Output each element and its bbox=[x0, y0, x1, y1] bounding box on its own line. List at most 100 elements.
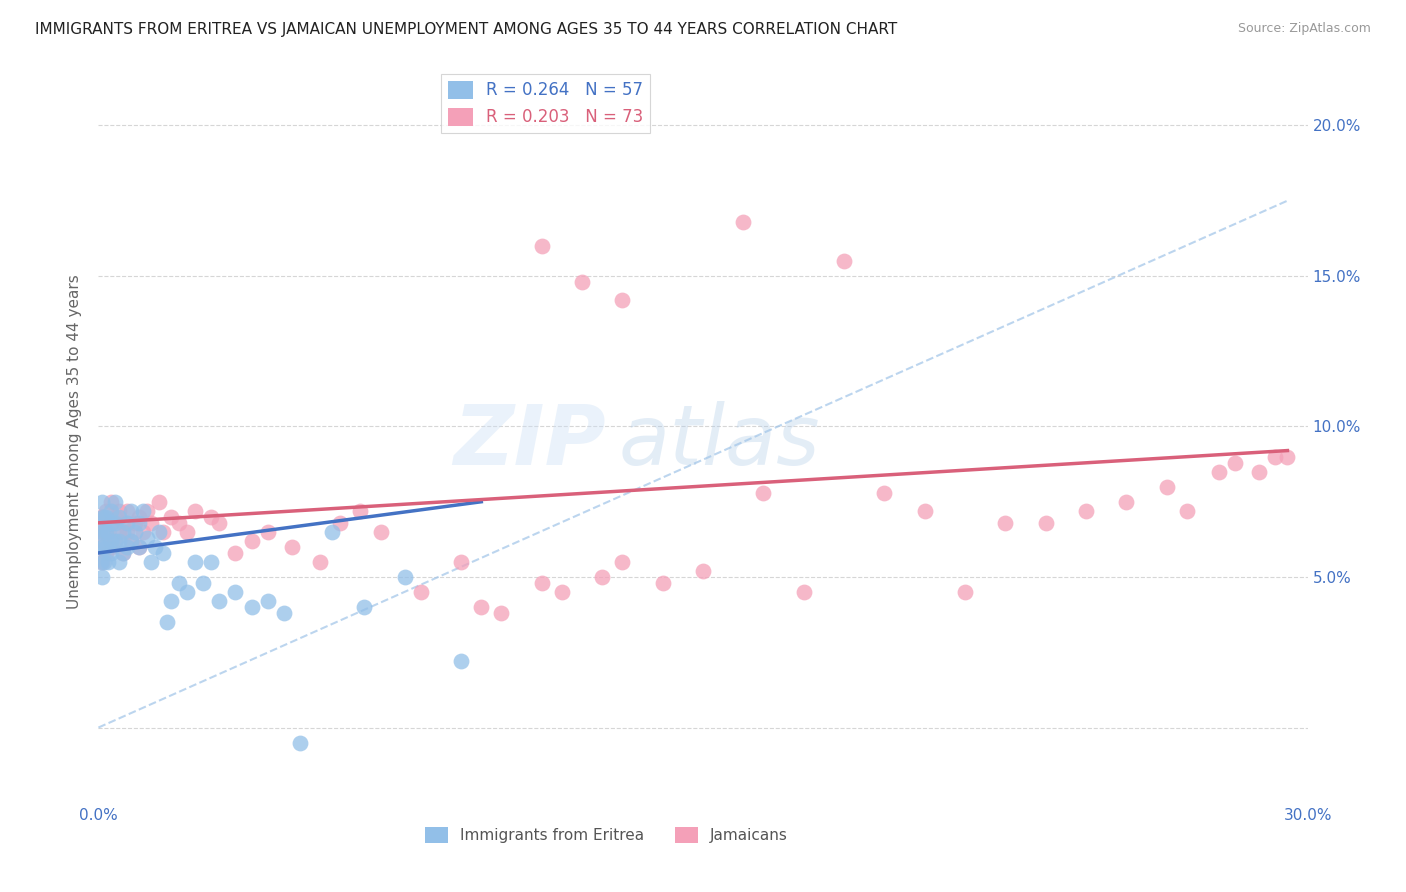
Point bbox=[115, 504, 138, 518]
Point bbox=[91, 494, 114, 508]
Point bbox=[115, 516, 138, 530]
Point bbox=[107, 533, 129, 548]
Point bbox=[651, 576, 673, 591]
Point bbox=[224, 585, 246, 599]
Point bbox=[100, 540, 122, 554]
Point bbox=[111, 546, 134, 560]
Point bbox=[103, 533, 125, 548]
Point bbox=[224, 546, 246, 560]
Point bbox=[1175, 504, 1198, 518]
Point bbox=[994, 516, 1017, 530]
Point bbox=[91, 540, 114, 554]
Point bbox=[139, 555, 162, 569]
Text: Source: ZipAtlas.com: Source: ZipAtlas.com bbox=[1237, 22, 1371, 36]
Point bbox=[176, 585, 198, 599]
Point bbox=[148, 524, 170, 539]
Point bbox=[91, 555, 114, 569]
Point bbox=[208, 594, 231, 608]
Text: atlas: atlas bbox=[619, 401, 820, 482]
Point bbox=[551, 585, 574, 599]
Point bbox=[89, 524, 111, 539]
Point bbox=[1277, 450, 1299, 464]
Point bbox=[450, 654, 472, 668]
Text: IMMIGRANTS FROM ERITREA VS JAMAICAN UNEMPLOYMENT AMONG AGES 35 TO 44 YEARS CORRE: IMMIGRANTS FROM ERITREA VS JAMAICAN UNEM… bbox=[35, 22, 897, 37]
Point bbox=[353, 600, 375, 615]
Point bbox=[111, 516, 134, 530]
Point bbox=[1074, 504, 1097, 518]
Point bbox=[692, 564, 714, 578]
Point bbox=[193, 576, 215, 591]
Point bbox=[321, 524, 343, 539]
Point bbox=[152, 546, 174, 560]
Point bbox=[309, 555, 332, 569]
Point bbox=[873, 485, 896, 500]
Point bbox=[90, 555, 112, 569]
Point bbox=[256, 524, 278, 539]
Point bbox=[160, 594, 183, 608]
Point bbox=[135, 504, 157, 518]
Point bbox=[128, 540, 150, 554]
Point bbox=[200, 555, 222, 569]
Point bbox=[100, 546, 122, 560]
Point bbox=[97, 555, 120, 569]
Point bbox=[409, 585, 432, 599]
Point bbox=[273, 606, 295, 620]
Point bbox=[530, 239, 553, 253]
Point bbox=[107, 504, 129, 518]
Point bbox=[752, 485, 775, 500]
Point bbox=[115, 540, 138, 554]
Point bbox=[240, 533, 263, 548]
Point bbox=[832, 253, 855, 268]
Point bbox=[96, 509, 118, 524]
Point bbox=[100, 494, 122, 508]
Point bbox=[281, 540, 304, 554]
Point bbox=[184, 555, 207, 569]
Point bbox=[90, 533, 112, 548]
Point bbox=[733, 215, 755, 229]
Y-axis label: Unemployment Among Ages 35 to 44 years: Unemployment Among Ages 35 to 44 years bbox=[67, 274, 83, 609]
Point bbox=[132, 524, 155, 539]
Point bbox=[176, 524, 198, 539]
Point bbox=[96, 540, 118, 554]
Legend: Immigrants from Eritrea, Jamaicans: Immigrants from Eritrea, Jamaicans bbox=[419, 821, 794, 849]
Point bbox=[96, 524, 118, 539]
Point bbox=[93, 555, 115, 569]
Point bbox=[491, 606, 513, 620]
Point bbox=[115, 524, 138, 539]
Point bbox=[124, 516, 146, 530]
Point bbox=[111, 524, 134, 539]
Point bbox=[120, 533, 142, 548]
Point bbox=[152, 524, 174, 539]
Point bbox=[1035, 516, 1057, 530]
Point bbox=[1115, 494, 1137, 508]
Point bbox=[96, 546, 118, 560]
Point bbox=[143, 540, 166, 554]
Point bbox=[329, 516, 352, 530]
Point bbox=[591, 570, 613, 584]
Point bbox=[1264, 450, 1286, 464]
Point bbox=[470, 600, 492, 615]
Point bbox=[128, 540, 150, 554]
Point bbox=[132, 504, 155, 518]
Point bbox=[135, 531, 157, 545]
Point bbox=[100, 516, 122, 530]
Point bbox=[103, 509, 125, 524]
Point bbox=[128, 509, 150, 524]
Point bbox=[91, 570, 114, 584]
Point bbox=[107, 524, 129, 539]
Point bbox=[530, 576, 553, 591]
Point bbox=[288, 735, 311, 749]
Point bbox=[103, 516, 125, 530]
Point bbox=[167, 576, 190, 591]
Point bbox=[103, 494, 125, 508]
Point bbox=[240, 600, 263, 615]
Point bbox=[450, 555, 472, 569]
Point bbox=[1156, 480, 1178, 494]
Point bbox=[91, 509, 114, 524]
Point bbox=[100, 533, 122, 548]
Point bbox=[124, 524, 146, 539]
Point bbox=[612, 555, 634, 569]
Point bbox=[93, 509, 115, 524]
Point bbox=[148, 494, 170, 508]
Point bbox=[139, 516, 162, 530]
